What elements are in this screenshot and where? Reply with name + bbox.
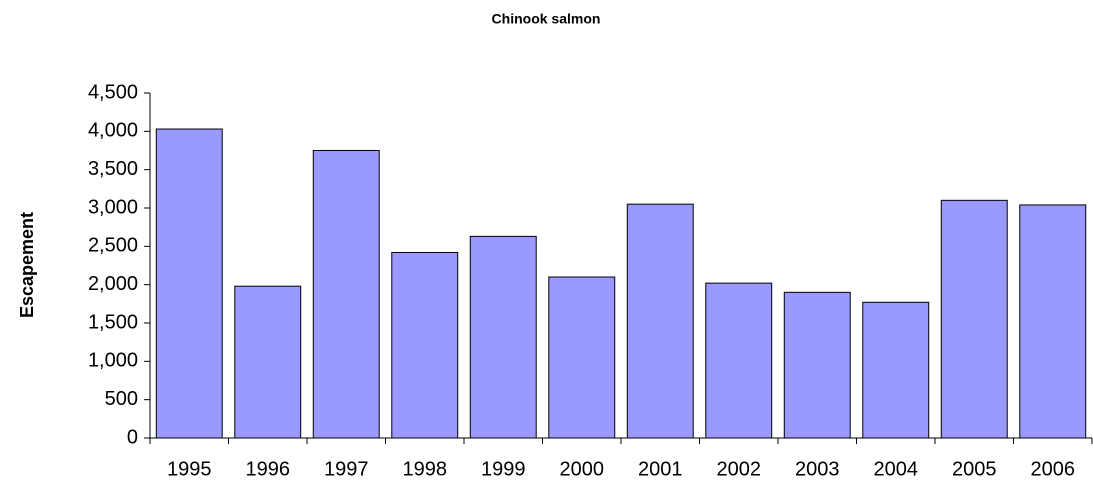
y-tick-label: 4,500 (88, 81, 138, 103)
bar (1019, 204, 1087, 439)
bar (626, 203, 694, 439)
x-tick-label: 2005 (952, 458, 997, 480)
y-tick-label: 1,000 (88, 350, 138, 372)
y-tick-label: 0 (127, 426, 138, 448)
x-tick-label: 1998 (403, 458, 448, 480)
y-tick-label: 500 (105, 388, 138, 410)
bar (155, 128, 223, 439)
y-tick-label: 2,500 (88, 235, 138, 257)
bar (469, 235, 537, 439)
x-tick-label: 1995 (167, 458, 212, 480)
x-tick-label: 2004 (874, 458, 919, 480)
y-tick-label: 1,500 (88, 311, 138, 333)
y-axis-label: Escapement (17, 212, 37, 318)
bar (940, 199, 1008, 439)
bar (548, 276, 616, 439)
x-tick-label: 2000 (560, 458, 605, 480)
y-tick-label: 2,000 (88, 273, 138, 295)
bar (234, 285, 302, 439)
bar (391, 251, 459, 439)
bar (705, 282, 773, 439)
chart-title: Chinook salmon (492, 11, 601, 27)
x-tick-label: 2001 (638, 458, 683, 480)
x-tick-label: 1997 (324, 458, 369, 480)
bar (312, 150, 380, 439)
x-tick-label: 2002 (717, 458, 762, 480)
x-tick-label: 2003 (795, 458, 840, 480)
x-tick-label: 1999 (481, 458, 526, 480)
y-tick-label: 3,000 (88, 196, 138, 218)
x-tick-label: 2006 (1031, 458, 1076, 480)
x-tick-label: 1996 (246, 458, 291, 480)
bar (862, 301, 930, 439)
y-tick-label: 4,000 (88, 120, 138, 142)
bar (783, 291, 851, 439)
y-tick-label: 3,500 (88, 158, 138, 180)
